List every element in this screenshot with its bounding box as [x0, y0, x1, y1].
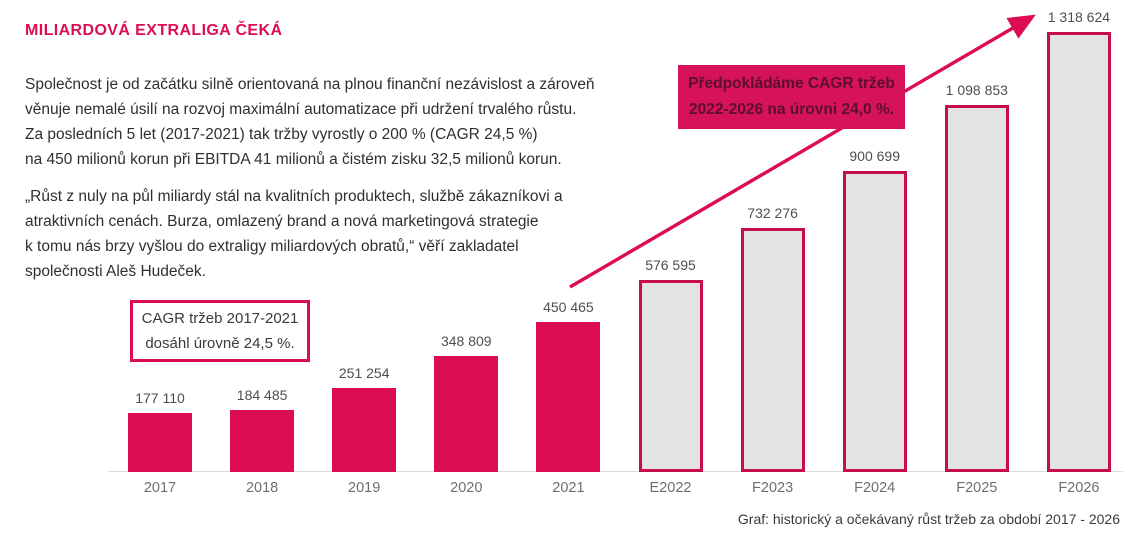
- bar-F2026: [1046, 32, 1111, 472]
- value-label-2018: 184 485: [236, 387, 288, 404]
- value-label-2017: 177 110: [135, 389, 185, 406]
- category-label-2018: 2018: [245, 480, 279, 496]
- page-title: MILIARDOVÁ EXTRALIGA ČEKÁ: [25, 22, 283, 39]
- category-label-2021: 2021: [552, 480, 585, 496]
- category-label-F2024: F2024: [854, 480, 896, 496]
- value-label-F2023: 732 276: [747, 204, 798, 221]
- bar-F2025: [944, 105, 1009, 472]
- callout-cagr-forecast: Předpokládáme CAGR tržeb 2022-2026 na úr…: [678, 65, 905, 129]
- chart-caption: Graf: historický a očekávaný růst tržeb …: [737, 511, 1120, 527]
- bar-F2024: [842, 171, 907, 472]
- bar-2021: [536, 321, 601, 472]
- value-label-F2025: 1 098 853: [945, 82, 1008, 99]
- category-label-F2023: F2023: [752, 480, 794, 496]
- bar-2018: [230, 410, 295, 472]
- value-label-2021: 450 465: [543, 298, 594, 315]
- category-label-2020: 2020: [450, 480, 483, 496]
- value-label-E2022: 576 595: [645, 256, 696, 273]
- category-label-E2022: E2022: [649, 480, 692, 496]
- category-label-2017: 2017: [143, 480, 177, 496]
- category-label-2019: 2019: [348, 480, 381, 496]
- bar-E2022: [638, 279, 703, 472]
- x-axis-line: [108, 471, 1123, 472]
- bar-2017: [128, 412, 192, 472]
- intro-paragraph: Společnost je od začátku silně orientova…: [25, 75, 595, 168]
- value-label-F2026: 1 318 624: [1047, 9, 1111, 25]
- value-label-2019: 251 254: [338, 365, 390, 382]
- value-label-2020: 348 809: [440, 332, 492, 349]
- bar-2020: [434, 355, 499, 472]
- quote-paragraph: „Růst z nuly na půl miliardy stál na kva…: [25, 187, 563, 280]
- category-label-F2025: F2025: [956, 480, 998, 496]
- callout-cagr-historical: CAGR tržeb 2017-2021 dosáhl úrovně 24,5 …: [130, 300, 310, 362]
- bar-2019: [332, 388, 397, 472]
- bar-F2023: [740, 227, 805, 472]
- value-label-F2024: 900 699: [849, 148, 900, 165]
- category-label-F2026: F2026: [1058, 480, 1100, 496]
